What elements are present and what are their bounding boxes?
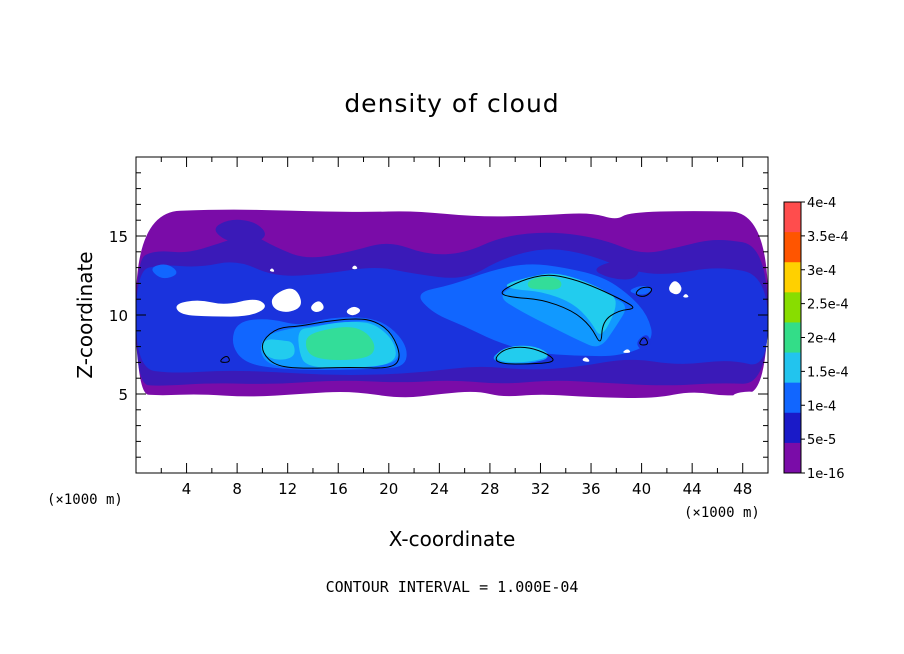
clear-air-region xyxy=(669,281,682,295)
density-region-level-1 xyxy=(215,219,265,244)
heatmap-field xyxy=(136,209,768,399)
colorbar-band xyxy=(784,202,801,233)
x-tick-label: 32 xyxy=(531,480,550,498)
colorbar-band xyxy=(784,352,801,384)
colorbar-label: 4e-4 xyxy=(807,196,836,211)
contour-line xyxy=(639,337,648,346)
clear-air-region xyxy=(176,299,265,317)
colorbar-band xyxy=(784,382,801,414)
contour-line xyxy=(220,355,230,363)
colorbar-label: 3e-4 xyxy=(807,264,836,279)
density-region-level-6 xyxy=(527,276,562,290)
clear-air-region xyxy=(733,391,768,399)
colorbar-band xyxy=(784,292,801,323)
clear-air-region xyxy=(311,301,324,313)
contour-line xyxy=(261,318,400,369)
x-tick-label: 8 xyxy=(232,480,242,498)
z-unit-label: (×1000 m) xyxy=(47,492,123,508)
colorbar-band xyxy=(784,232,801,263)
density-region-level-3 xyxy=(630,286,652,295)
contour-lines xyxy=(220,274,653,369)
colorbar-label: 1e-4 xyxy=(807,399,836,414)
clear-air-region xyxy=(683,294,689,298)
x-tick-label: 48 xyxy=(733,480,752,498)
colorbar-band xyxy=(784,262,801,293)
colorbar: 4e-4 3.5e-4 3e-4 2.5e-4 2e-4 1.5e-4 1e-4 5e-5 1e… xyxy=(783,196,849,482)
x-axis-title: X-coordinate xyxy=(389,527,516,551)
colorbar-label: 1.5e-4 xyxy=(807,365,849,380)
density-region-level-5 xyxy=(261,339,295,360)
chart-title: density of cloud xyxy=(344,89,559,118)
density-region-level-6 xyxy=(305,327,375,360)
density-region-level-3 xyxy=(152,264,177,279)
colorbar-label: 2.5e-4 xyxy=(807,298,849,313)
x-tick-label: 40 xyxy=(632,480,651,498)
y-axis-ticks: 5 10 15 xyxy=(109,172,768,458)
y-axis-title: Z-coordinate xyxy=(73,251,97,378)
density-region-level-1 xyxy=(596,261,640,280)
colorbar-label: 3.5e-4 xyxy=(807,230,849,245)
clear-air-region xyxy=(269,268,275,272)
x-tick-label: 4 xyxy=(182,480,192,498)
colorbar-label: 1e-16 xyxy=(807,467,845,482)
colorbar-band xyxy=(784,442,801,474)
x-tick-label: 24 xyxy=(430,480,449,498)
x-axis-ticks: 4 8 12 16 20 24 28 32 36 40 44 48 xyxy=(160,157,752,498)
x-tick-label: 44 xyxy=(683,480,702,498)
x-tick-label: 36 xyxy=(581,480,600,498)
x-tick-label: 12 xyxy=(278,480,297,498)
y-tick-label: 5 xyxy=(118,386,128,404)
colorbar-label: 2e-4 xyxy=(807,332,836,347)
contour-line xyxy=(635,286,653,297)
clear-air-region xyxy=(271,288,301,312)
contour-line xyxy=(495,346,554,365)
y-tick-label: 15 xyxy=(109,228,128,246)
x-tick-label: 20 xyxy=(379,480,398,498)
colorbar-label: 5e-5 xyxy=(807,433,836,448)
colorbar-band xyxy=(784,412,801,444)
x-tick-label: 28 xyxy=(480,480,499,498)
contour-line xyxy=(501,274,634,342)
clear-air-region xyxy=(582,357,590,362)
y-tick-label: 10 xyxy=(109,307,128,325)
x-tick-label: 16 xyxy=(329,480,348,498)
density-region-level-2 xyxy=(637,335,651,350)
clear-air-region xyxy=(623,349,631,353)
clear-air-region xyxy=(352,265,358,270)
clear-air-region xyxy=(346,306,361,316)
contour-interval-label: CONTOUR INTERVAL = 1.000E-04 xyxy=(326,578,579,596)
colorbar-band xyxy=(784,322,801,354)
x-unit-label: (×1000 m) xyxy=(684,505,760,521)
